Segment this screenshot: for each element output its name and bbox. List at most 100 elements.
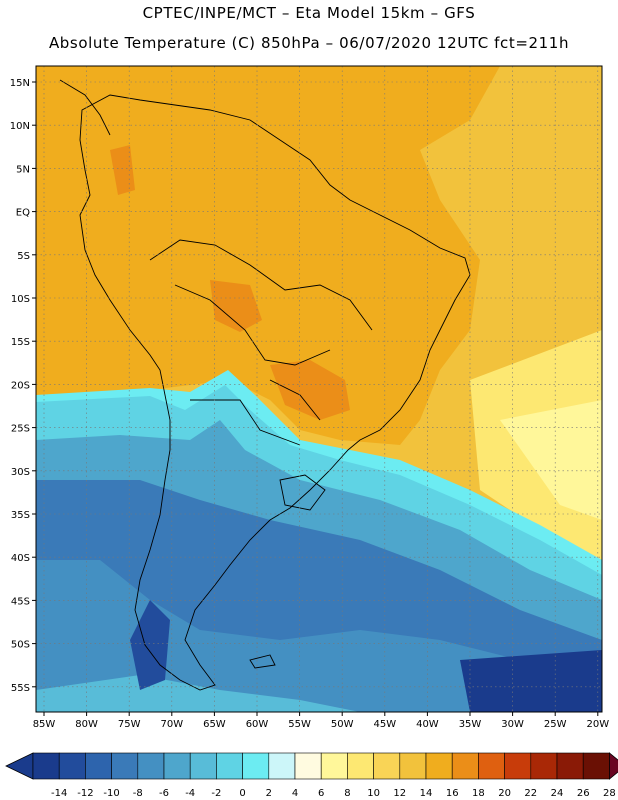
- lat-tick-label: 25S: [11, 424, 30, 435]
- colorbar-swatch: [347, 752, 374, 780]
- colorbar-label: 12: [393, 788, 406, 799]
- colorbar-label: 28: [603, 788, 616, 799]
- colorbar-swatch: [582, 752, 610, 780]
- colorbar-swatch: [320, 752, 348, 780]
- colorbar-swatch: [373, 752, 401, 780]
- field-band-18-b: [270, 360, 350, 420]
- colorbar: -14 -12 -10 -8 -6 -4 -2 0 2 4 6 8 10 12 14 16 18 20 22 24 26…: [5, 752, 618, 799]
- colorbar-swatch: [32, 752, 60, 780]
- lat-tick-label: 10S: [11, 294, 30, 305]
- lon-tick-label: 85W: [33, 719, 56, 730]
- colorbar-label: 16: [446, 788, 459, 799]
- lon-tick-label: 70W: [160, 719, 183, 730]
- lon-tick-label: 75W: [118, 719, 141, 730]
- colorbar-label: -6: [159, 788, 169, 799]
- lon-tick-label: 40W: [416, 719, 439, 730]
- colorbar-label: -10: [103, 788, 119, 799]
- colorbar-swatch: [163, 752, 191, 780]
- colorbar-label: 20: [498, 788, 511, 799]
- lon-tick-label: 30W: [501, 719, 524, 730]
- latitude-axis: 15N 10N 5N EQ 5S 10S 15S 20S 25S 30S 35S 40S 45S 50S 5…: [10, 78, 36, 694]
- field-band-18-a: [210, 280, 262, 332]
- title-line-1: CPTEC/INPE/MCT – Eta Model 15km – GFS: [142, 4, 476, 22]
- lon-tick-label: 20W: [586, 719, 609, 730]
- border-3: [269, 379, 321, 421]
- colorbar-swatch: [58, 752, 86, 780]
- colorbar-swatch: [425, 752, 453, 780]
- field-band-neg12: [130, 600, 170, 690]
- colorbar-swatch: [504, 752, 532, 780]
- colorbar-label: 14: [420, 788, 433, 799]
- lat-tick-label: 15N: [10, 78, 30, 89]
- map-frame: [35, 65, 603, 713]
- colorbar-label: -12: [77, 788, 93, 799]
- colorbar-swatch: [530, 752, 558, 780]
- temperature-field: [36, 66, 602, 712]
- colorbar-swatch: [85, 752, 112, 780]
- colorbar-label: 4: [292, 788, 298, 799]
- colorbar-label: -4: [185, 788, 195, 799]
- colorbar-swatch: [242, 752, 270, 780]
- colorbar-max-arrow: [609, 752, 618, 780]
- colorbar-swatch: [189, 752, 217, 780]
- colorbar-label: 18: [472, 788, 485, 799]
- lat-tick-label: 20S: [11, 380, 30, 391]
- lat-tick-label: 5N: [16, 164, 30, 175]
- colorbar-label: -2: [211, 788, 221, 799]
- lat-tick-label: 45S: [11, 596, 30, 607]
- colorbar-swatch: [111, 752, 139, 780]
- colorbar-label: 6: [318, 788, 324, 799]
- colorbar-swatch: [451, 752, 479, 780]
- colorbar-label: 10: [367, 788, 380, 799]
- lon-tick-label: 60W: [246, 719, 269, 730]
- lon-tick-label: 50W: [331, 719, 354, 730]
- colorbar-label: 24: [551, 788, 564, 799]
- border-2: [174, 284, 331, 366]
- lat-tick-label: 30S: [11, 467, 30, 478]
- lon-tick-label: 35W: [459, 719, 482, 730]
- lat-tick-label: EQ: [16, 208, 30, 219]
- colorbar-min-arrow: [5, 752, 34, 780]
- lon-tick-label: 55W: [288, 719, 311, 730]
- lon-tick-label: 45W: [373, 719, 396, 730]
- lon-tick-label: 25W: [544, 719, 567, 730]
- lat-tick-label: 15S: [11, 337, 30, 348]
- colorbar-swatch: [268, 752, 296, 780]
- colorbar-swatch: [399, 752, 427, 780]
- coastline-south-america: [79, 94, 471, 691]
- colorbar-label: 8: [344, 788, 350, 799]
- lon-tick-label: 65W: [203, 719, 226, 730]
- coastlines: [59, 79, 471, 691]
- colorbar-label: 2: [266, 788, 272, 799]
- lat-tick-label: 10N: [10, 121, 30, 132]
- lat-tick-label: 50S: [11, 640, 30, 651]
- colorbar-swatch: [556, 752, 584, 780]
- colorbar-label: 0: [239, 788, 245, 799]
- colorbar-label: -8: [133, 788, 143, 799]
- lat-tick-label: 35S: [11, 510, 30, 521]
- lat-tick-label: 55S: [11, 683, 30, 694]
- field-band-16: [36, 66, 500, 445]
- border-4: [190, 399, 301, 446]
- field-band-neg14: [460, 650, 602, 712]
- field-band-18-c: [110, 145, 135, 195]
- lat-tick-label: 40S: [11, 553, 30, 564]
- colorbar-label: 22: [524, 788, 537, 799]
- title-line-2: Absolute Temperature (C) 850hPa – 06/07/…: [48, 34, 570, 52]
- border-1: [149, 239, 373, 331]
- lon-tick-label: 80W: [75, 719, 98, 730]
- colorbar-label: 26: [577, 788, 590, 799]
- colorbar-label: -14: [51, 788, 67, 799]
- colorbar-swatch: [294, 752, 322, 780]
- field-band-neg2: [36, 675, 360, 712]
- falkland-islands: [249, 654, 276, 669]
- longitude-axis: 85W 80W 75W 70W 65W 60W 55W 50W 45W 40W 35W 30W 25W 2…: [33, 712, 609, 730]
- border-uruguay: [279, 474, 326, 511]
- colorbar-swatch: [137, 752, 165, 780]
- field-band-10: [500, 400, 602, 520]
- colorbar-swatch: [478, 752, 505, 780]
- lat-tick-label: 5S: [17, 251, 30, 262]
- colorbar-swatch: [216, 752, 243, 780]
- field-band-neg6: [36, 560, 602, 712]
